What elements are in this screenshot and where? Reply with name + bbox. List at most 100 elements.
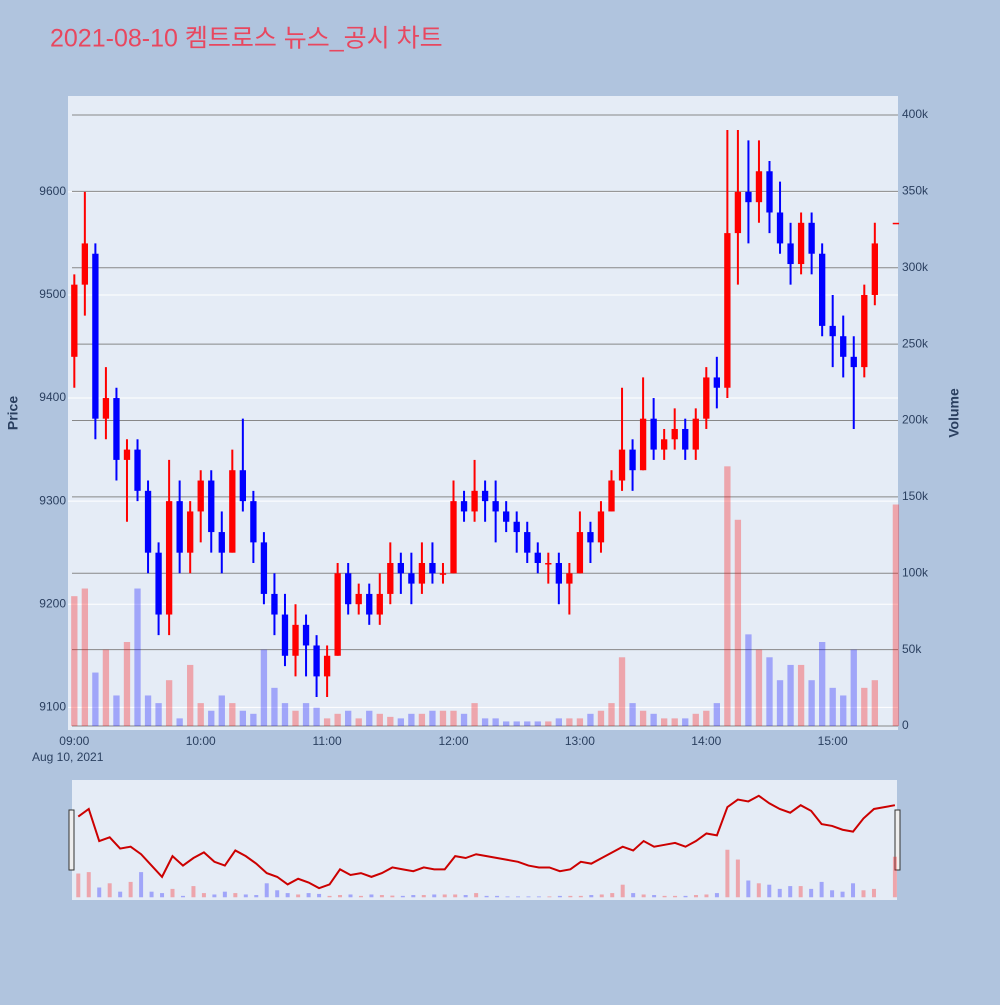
candle-body	[81, 243, 89, 285]
mini-volume-bar	[809, 888, 814, 898]
mini-volume-bar	[180, 895, 185, 898]
candle-body	[618, 449, 626, 481]
mini-volume-bar	[358, 895, 363, 898]
mini-volume-bar	[254, 895, 259, 898]
chart-title: 2021-08-10 켐트로스 뉴스_공시 차트	[50, 25, 443, 53]
volume-bar	[450, 710, 457, 727]
mini-volume-bar	[673, 895, 678, 898]
mini-volume-bar	[631, 893, 636, 898]
candle-body	[481, 490, 489, 502]
candle-body	[155, 552, 162, 615]
mini-volume-bar	[275, 890, 280, 898]
candle-body	[439, 573, 447, 575]
candle-body	[566, 573, 573, 584]
volume-bar	[534, 721, 541, 727]
candle-body	[587, 532, 594, 543]
mini-volume-bar	[589, 895, 594, 898]
candle-body	[176, 501, 183, 553]
candle-body	[745, 191, 752, 203]
candle-body	[397, 562, 405, 574]
volume-bar	[734, 519, 742, 727]
volume-bar	[745, 634, 752, 727]
volume-bar	[250, 713, 257, 727]
volume-bar	[618, 657, 626, 727]
mini-volume-bar	[212, 894, 217, 898]
mini-volume-bar	[306, 893, 311, 898]
volume-bar	[819, 642, 826, 727]
mini-volume-bar	[641, 894, 646, 898]
mini-volume-bar	[201, 893, 206, 898]
volume-bar	[671, 718, 678, 727]
volume-bar	[850, 649, 857, 727]
mini-volume-bar	[526, 896, 531, 898]
candle-body	[450, 501, 457, 574]
y-tick-label: 9500	[39, 287, 66, 301]
candle-body	[460, 501, 468, 512]
volume-bar	[355, 718, 362, 727]
volume-bar	[376, 713, 383, 727]
y2-tick-label: 250k	[902, 336, 929, 350]
mini-volume-bar	[840, 891, 845, 898]
y-axis-title: Price	[5, 396, 21, 430]
volume-bar	[187, 664, 194, 727]
candle-body	[218, 532, 225, 553]
mini-volume-bar	[652, 895, 657, 898]
mini-price-line	[77, 794, 896, 890]
mini-volume-bar	[400, 895, 405, 898]
mini-volume-bar	[76, 873, 81, 898]
volume-bar	[155, 703, 162, 727]
candle-body	[513, 521, 520, 533]
y2-axis-title: Volume	[946, 388, 962, 438]
volume-bar	[797, 664, 805, 727]
slider-handle[interactable]	[68, 809, 75, 871]
mini-volume-bar	[788, 886, 793, 898]
volume-bar	[703, 710, 710, 727]
candle-body	[239, 470, 247, 502]
mini-volume-bar	[578, 895, 583, 898]
volume-bar	[829, 687, 836, 727]
mini-volume-bar	[777, 888, 782, 898]
volume-bar	[755, 649, 763, 727]
volume-bar	[460, 713, 468, 727]
volume-bar	[513, 721, 520, 727]
volume-bar	[576, 718, 584, 727]
y2-tick-label: 300k	[902, 260, 929, 274]
candle-body	[545, 562, 552, 565]
candle-body	[197, 480, 204, 512]
candle-body	[597, 511, 605, 543]
mini-volume-bar	[463, 895, 468, 898]
candle-body	[471, 490, 478, 512]
volume-bar	[492, 718, 499, 727]
y2-tick-label: 350k	[902, 184, 929, 198]
mini-volume-bar	[149, 891, 154, 898]
volume-bar	[123, 642, 131, 727]
candle-body	[302, 624, 310, 646]
slider-handle[interactable]	[894, 809, 901, 871]
candle-body	[713, 377, 720, 388]
range-slider[interactable]	[72, 780, 897, 900]
mini-volume-bar	[453, 894, 458, 898]
volume-bar	[545, 721, 552, 727]
candle-body	[650, 418, 657, 450]
y-tick-label: 9600	[39, 184, 66, 198]
candle-body	[208, 480, 215, 533]
mini-volume-bar	[474, 893, 479, 898]
mini-volume-bar	[97, 887, 102, 898]
candle-body	[629, 449, 636, 471]
mini-volume-bar	[662, 895, 667, 898]
volume-bar	[81, 588, 89, 727]
volume-bar	[271, 687, 278, 727]
candle-body	[229, 470, 236, 553]
mini-volume-bar	[348, 894, 353, 898]
mini-volume-bar	[222, 891, 227, 898]
mini-volume-bar	[819, 881, 824, 898]
candle-body	[113, 398, 120, 460]
volume-bar	[92, 672, 99, 727]
volume-bar	[892, 504, 900, 727]
volume-bar	[840, 695, 847, 727]
mini-volume-bar	[160, 893, 165, 898]
y-tick-label: 9400	[39, 390, 66, 404]
volume-bar	[871, 680, 878, 727]
y2-tick-label: 400k	[902, 107, 929, 121]
